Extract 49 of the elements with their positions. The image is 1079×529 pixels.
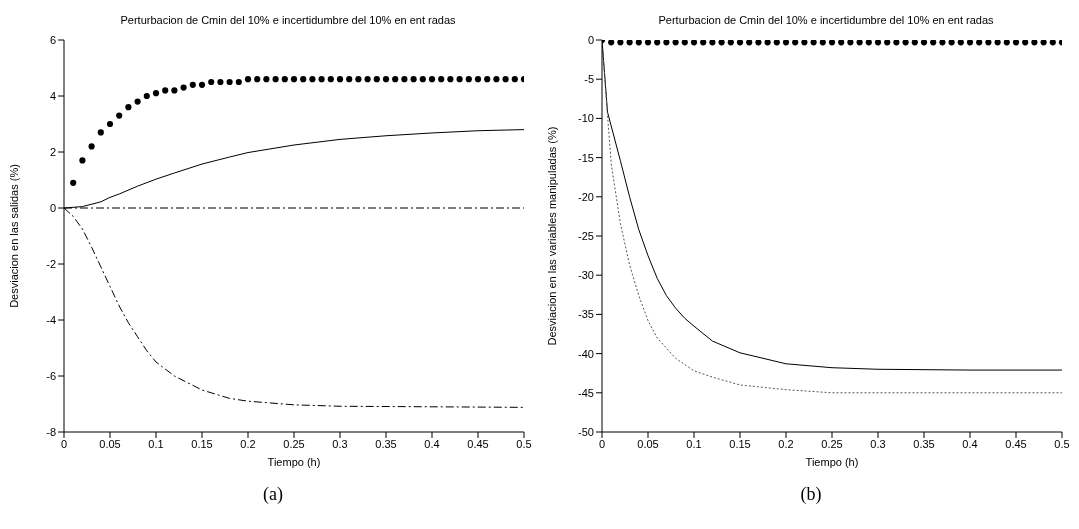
y-axis-title: Desviacion en las salidas (%) [7, 164, 20, 308]
x-tick-label: 0.3 [332, 437, 348, 450]
y-tick-label: -2 [46, 257, 56, 270]
x-tick-label: 0.4 [962, 437, 978, 450]
x-tick-label: 0.35 [913, 437, 935, 450]
y-tick-label: 4 [49, 89, 56, 102]
x-axis-title: Tiempo (h) [805, 456, 859, 468]
y-tick-label: -6 [46, 369, 56, 382]
x-tick-label: 0.45 [467, 437, 489, 450]
y-tick-label: 6 [49, 33, 56, 46]
x-tick-label: 0.25 [283, 437, 305, 450]
x-tick-label: 0.1 [686, 437, 702, 450]
text: (b) [799, 484, 823, 505]
y-tick-label: -15 [578, 151, 594, 164]
y-tick-label: -35 [578, 308, 594, 321]
y-tick-label: 0 [49, 201, 56, 214]
y-axis-title: Desviacion en las variables manipuladas (%) [545, 126, 558, 346]
x-tick-label: 0 [60, 437, 68, 450]
y-tick-label: -8 [46, 425, 56, 438]
x-tick-label: 0.05 [637, 437, 659, 450]
y-tick-label: 0 [587, 33, 594, 46]
x-tick-label: 0.2 [240, 437, 256, 450]
x-tick-label: 0.4 [424, 437, 440, 450]
x-tick-label: 0.2 [778, 437, 794, 450]
y-tick-label: -20 [578, 190, 594, 203]
x-tick-label: 0.35 [375, 437, 397, 450]
x-tick-label: 0 [598, 437, 606, 450]
x-tick-label: 0.5 [516, 437, 532, 450]
x-tick-label: 0.3 [870, 437, 886, 450]
x-axis-title: Tiempo (h) [267, 456, 321, 468]
y-tick-label: -5 [584, 73, 594, 86]
x-tick-label: 0.45 [1005, 437, 1027, 450]
y-tick-label: -30 [578, 269, 594, 282]
chart-title: Perturbacion de Cmin del 10% e incertidumbre del 10% en ent radas [119, 14, 457, 26]
x-tick-label: 0.05 [99, 437, 121, 450]
x-tick-label: 0.5 [1054, 437, 1070, 450]
x-tick-label: 0.15 [729, 437, 751, 450]
y-tick-label: -4 [46, 313, 56, 326]
y-tick-label: -40 [578, 347, 594, 360]
x-tick-label: 0.1 [148, 437, 164, 450]
y-tick-label: -45 [578, 386, 594, 399]
y-tick-label: 2 [49, 145, 56, 158]
y-tick-label: -25 [578, 229, 594, 242]
x-tick-label: 0.15 [191, 437, 213, 450]
y-tick-label: -10 [578, 112, 594, 125]
text: (a) [262, 484, 284, 505]
chart-title: Perturbacion de Cmin del 10% e incertidumbre del 10% en ent radas [657, 14, 995, 26]
y-tick-label: -50 [578, 425, 594, 438]
x-tick-label: 0.25 [821, 437, 843, 450]
